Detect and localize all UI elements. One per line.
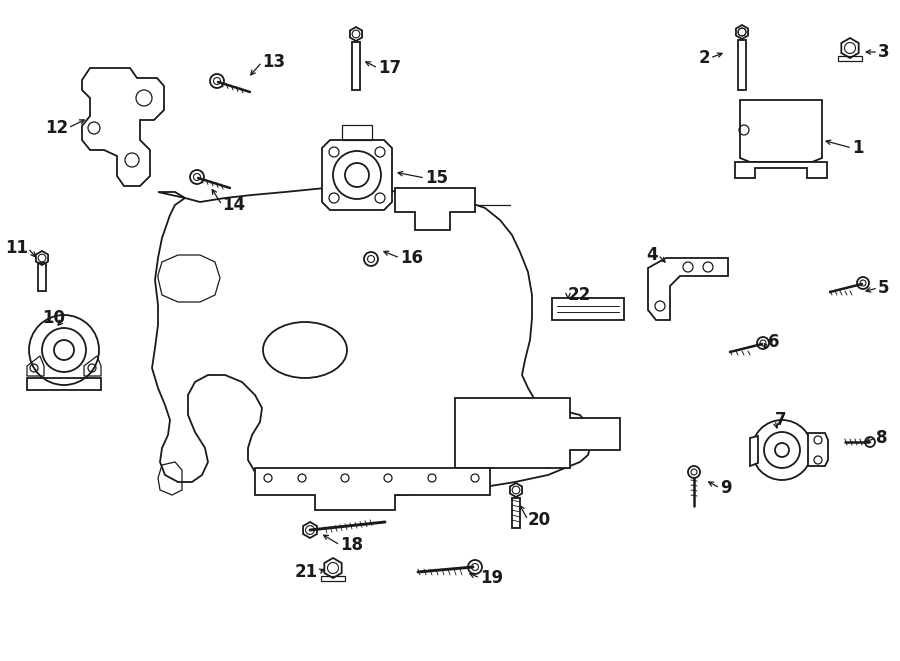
Bar (352, 42, 360, 90)
Bar (342, 125, 372, 140)
Text: 18: 18 (340, 536, 363, 554)
Text: 6: 6 (768, 333, 779, 351)
Bar (738, 40, 746, 90)
Polygon shape (808, 433, 828, 466)
Text: 14: 14 (222, 196, 245, 214)
Text: 3: 3 (878, 43, 889, 61)
Text: 19: 19 (480, 569, 503, 587)
Polygon shape (455, 398, 620, 468)
Text: 15: 15 (425, 169, 448, 187)
Text: 21: 21 (295, 563, 318, 581)
Text: 2: 2 (698, 49, 710, 67)
Text: 1: 1 (852, 139, 863, 157)
Polygon shape (648, 258, 728, 320)
Text: 9: 9 (720, 479, 732, 497)
Polygon shape (82, 68, 164, 186)
Polygon shape (735, 162, 827, 178)
Bar (838, 56, 862, 61)
Polygon shape (152, 188, 592, 495)
Text: 4: 4 (646, 246, 658, 264)
Text: 8: 8 (876, 429, 887, 447)
Text: 22: 22 (568, 286, 591, 304)
Polygon shape (750, 436, 758, 466)
Bar (552, 298, 624, 320)
Bar (750, 128, 812, 140)
Bar (750, 110, 812, 122)
Text: 11: 11 (5, 239, 28, 257)
Text: 5: 5 (878, 279, 889, 297)
Text: 10: 10 (42, 309, 65, 327)
Bar (27, 378, 101, 390)
Text: 13: 13 (262, 53, 285, 71)
Text: 7: 7 (775, 411, 787, 429)
Polygon shape (322, 140, 392, 210)
Text: 17: 17 (378, 59, 401, 77)
Bar (38, 263, 46, 291)
Polygon shape (395, 188, 475, 230)
Polygon shape (158, 255, 220, 302)
Bar (750, 146, 812, 156)
Bar (321, 576, 345, 581)
Text: 16: 16 (400, 249, 423, 267)
Polygon shape (740, 100, 822, 162)
Polygon shape (255, 468, 490, 510)
Bar (512, 498, 520, 528)
Text: 12: 12 (45, 119, 68, 137)
Text: 20: 20 (528, 511, 551, 529)
